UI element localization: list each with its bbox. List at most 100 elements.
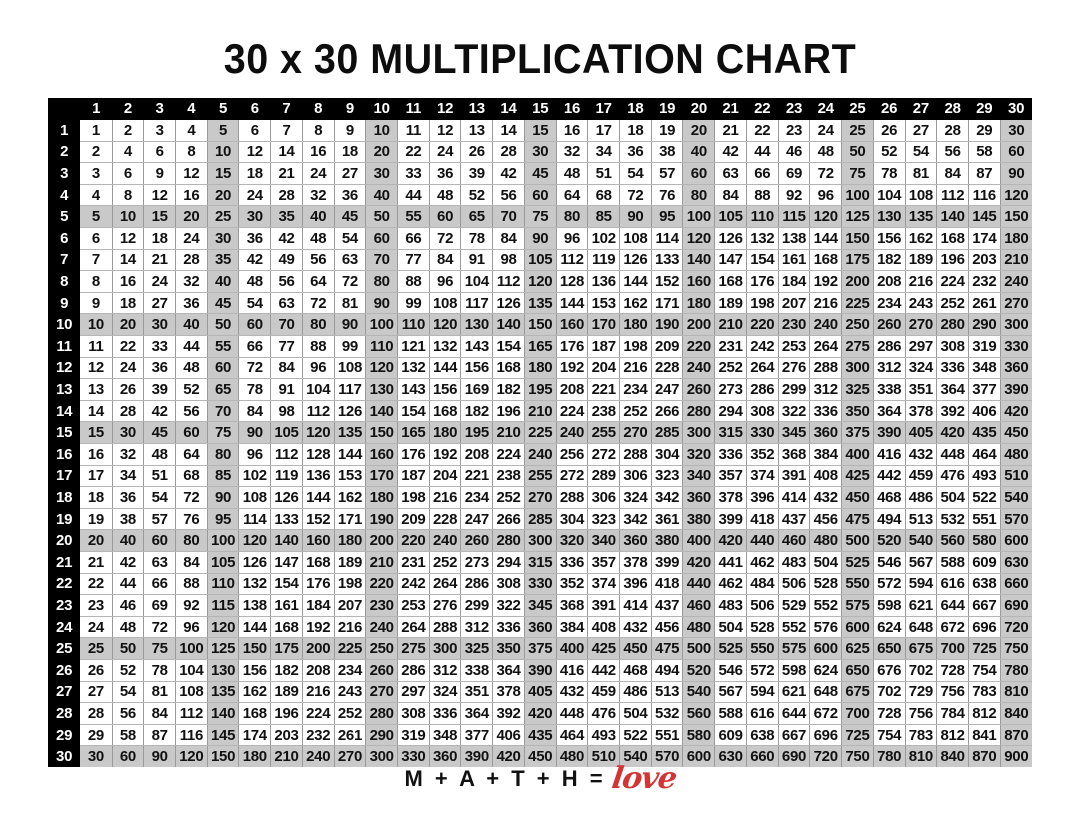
product-cell: 308: [936, 335, 969, 358]
product-cell: 60: [1000, 141, 1032, 164]
product-cell: 80: [302, 313, 335, 337]
product-cell: 504: [619, 702, 652, 725]
product-cell: 48: [809, 141, 843, 164]
product-cell: 266: [651, 400, 684, 423]
product-cell: 23: [778, 119, 811, 142]
product-cell: 400: [682, 529, 716, 552]
product-cell: 216: [809, 292, 843, 315]
product-cell: 63: [334, 249, 367, 272]
product-cell: 81: [143, 681, 176, 704]
product-cell: 36: [175, 292, 208, 315]
product-cell: 104: [175, 659, 208, 682]
product-cell: 475: [841, 508, 874, 531]
row-header-8: 8: [48, 270, 81, 293]
product-cell: 208: [302, 659, 335, 682]
product-cell: 486: [905, 486, 938, 509]
product-cell: 48: [556, 162, 589, 185]
product-cell: 198: [746, 292, 779, 315]
product-cell: 80: [682, 184, 716, 207]
product-cell: 300: [1000, 313, 1032, 337]
product-cell: 285: [651, 421, 684, 444]
product-cell: 420: [492, 745, 525, 768]
product-cell: 39: [460, 162, 494, 185]
product-cell: 23: [80, 594, 113, 617]
product-cell: 840: [1000, 702, 1032, 725]
product-cell: 128: [302, 443, 335, 466]
product-cell: 16: [302, 141, 335, 164]
product-cell: 506: [746, 594, 779, 617]
product-cell: 75: [841, 162, 874, 185]
product-cell: 108: [175, 681, 208, 704]
product-cell: 27: [143, 292, 176, 315]
product-cell: 80: [556, 205, 589, 229]
product-cell: 84: [238, 400, 272, 423]
multiplication-table: 1 2 3 4 5 6 7 8 9 10 11 12 13 14 15 16 17 18 19 20 21 22 23 24 2…: [48, 98, 1032, 768]
product-cell: 2: [80, 141, 113, 164]
product-cell: 493: [587, 724, 621, 747]
product-cell: 228: [651, 357, 684, 380]
product-cell: 408: [809, 465, 843, 488]
product-cell: 384: [556, 616, 589, 639]
product-cell: 240: [809, 313, 843, 337]
product-cell: 36: [112, 486, 145, 509]
product-cell: 24: [175, 227, 208, 250]
product-cell: 272: [556, 465, 589, 488]
product-cell: 532: [936, 508, 969, 531]
product-cell: 144: [619, 270, 652, 293]
product-cell: 273: [460, 551, 494, 574]
product-cell: 156: [429, 378, 462, 401]
product-cell: 525: [841, 551, 874, 574]
product-cell: 44: [397, 184, 430, 207]
product-cell: 182: [460, 400, 494, 423]
product-cell: 6: [143, 141, 176, 164]
product-cell: 300: [365, 745, 399, 768]
product-cell: 294: [492, 551, 525, 574]
table-row: 18 18 36 54 72 90 108 126 144 162 180 198 216 234 252 2…: [48, 486, 1032, 509]
product-cell: 323: [587, 508, 621, 531]
product-cell: 576: [809, 616, 843, 639]
product-cell: 70: [365, 249, 399, 272]
product-cell: 180: [682, 292, 716, 315]
product-cell: 16: [80, 443, 113, 466]
product-cell: 85: [207, 465, 240, 488]
product-cell: 30: [238, 205, 272, 229]
product-cell: 336: [936, 357, 969, 380]
product-cell: 140: [270, 529, 303, 552]
product-cell: 513: [905, 508, 938, 531]
product-cell: 756: [905, 702, 938, 725]
product-cell: 600: [841, 616, 874, 639]
product-cell: 240: [682, 357, 716, 380]
product-cell: 300: [682, 421, 716, 444]
product-cell: 264: [809, 335, 843, 358]
product-cell: 21: [270, 162, 303, 185]
product-cell: 300: [429, 637, 462, 660]
product-cell: 138: [778, 227, 811, 250]
product-cell: 30: [207, 227, 240, 250]
product-cell: 288: [556, 486, 589, 509]
product-cell: 196: [492, 400, 525, 423]
product-cell: 162: [334, 486, 367, 509]
product-cell: 175: [841, 249, 874, 272]
product-cell: 96: [429, 270, 462, 293]
product-cell: 45: [207, 292, 240, 315]
table-row: 10 10 20 30 40 50 60 70 80 90 100 110 120 130 140 150 16…: [48, 313, 1032, 337]
product-cell: 360: [809, 421, 843, 444]
product-cell: 368: [556, 594, 589, 617]
product-cell: 165: [397, 421, 430, 444]
table-row: 19 19 38 57 76 95 114 133 152 171 190 209 228 247 266 2…: [48, 508, 1032, 531]
product-cell: 54: [905, 141, 938, 164]
product-cell: 130: [460, 313, 494, 337]
product-cell: 280: [936, 313, 969, 337]
product-cell: 312: [429, 659, 462, 682]
product-cell: 48: [112, 616, 145, 639]
product-cell: 234: [873, 292, 906, 315]
product-cell: 840: [936, 745, 969, 768]
product-cell: 290: [968, 313, 1001, 337]
product-cell: 52: [112, 659, 145, 682]
product-cell: 320: [556, 529, 589, 552]
table-row: 20 20 40 60 80 100 120 140 160 180 200 220 240 260 280…: [48, 529, 1032, 552]
product-cell: 189: [714, 292, 747, 315]
product-cell: 48: [429, 184, 462, 207]
product-cell: 667: [968, 594, 1001, 617]
product-cell: 176: [746, 270, 779, 293]
